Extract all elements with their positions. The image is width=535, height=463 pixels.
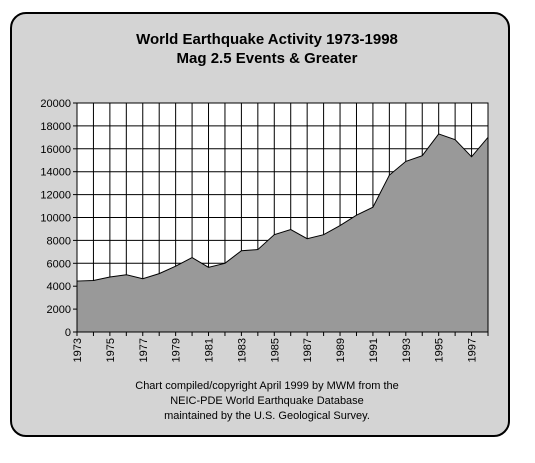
x-tick-label: 1989 <box>335 338 347 362</box>
y-tick-label: 2000 <box>47 304 71 316</box>
y-tick-label: 6000 <box>47 258 71 270</box>
x-tick-label: 1993 <box>401 338 413 362</box>
y-tick-label: 4000 <box>47 281 71 293</box>
x-tick-label: 1987 <box>302 338 314 362</box>
y-tick-label: 14000 <box>40 167 71 179</box>
caption-line-3: maintained by the U.S. Geological Survey… <box>164 410 370 422</box>
y-axis: 0 2000 4000 6000 8000 10000 12000 14000 16000 180… <box>40 98 77 339</box>
x-tick-label: 1973 <box>72 338 84 362</box>
caption-line-1: Chart compiled/copyright April 1999 by M… <box>135 380 399 392</box>
caption-line-2: NEIC-PDE World Earthquake Database <box>170 395 364 407</box>
area-series <box>76 133 489 333</box>
chart-subtitle: Mag 2.5 Events & Greater <box>176 50 358 67</box>
chart-caption: Chart compiled/copyright April 1999 by M… <box>10 379 524 424</box>
chart-title: World Earthquake Activity 1973-1998 <box>136 31 398 48</box>
y-tick-label: 18000 <box>40 121 71 133</box>
x-axis: 1973 1975 1977 1979 1981 1983 1985 1987 1989 1991… <box>72 332 489 362</box>
x-tick-label: 1979 <box>171 338 183 362</box>
x-tick-label: 1995 <box>434 338 446 362</box>
y-tick-label: 20000 <box>40 98 71 110</box>
y-tick-label: 8000 <box>47 235 71 247</box>
x-tick-label: 1983 <box>236 338 248 362</box>
x-tick-label: 1991 <box>368 338 380 362</box>
x-tick-label: 1981 <box>204 338 216 362</box>
y-tick-label: 10000 <box>40 213 71 225</box>
x-tick-label: 1985 <box>269 338 281 362</box>
x-tick-label: 1997 <box>467 338 479 362</box>
y-tick-label: 16000 <box>40 144 71 156</box>
chart-title-block: World Earthquake Activity 1973-1998 Mag … <box>10 30 524 68</box>
y-tick-label: 12000 <box>40 190 71 202</box>
x-tick-label: 1975 <box>105 338 117 362</box>
y-tick-label: 0 <box>65 327 71 339</box>
x-tick-label: 1977 <box>138 338 150 362</box>
